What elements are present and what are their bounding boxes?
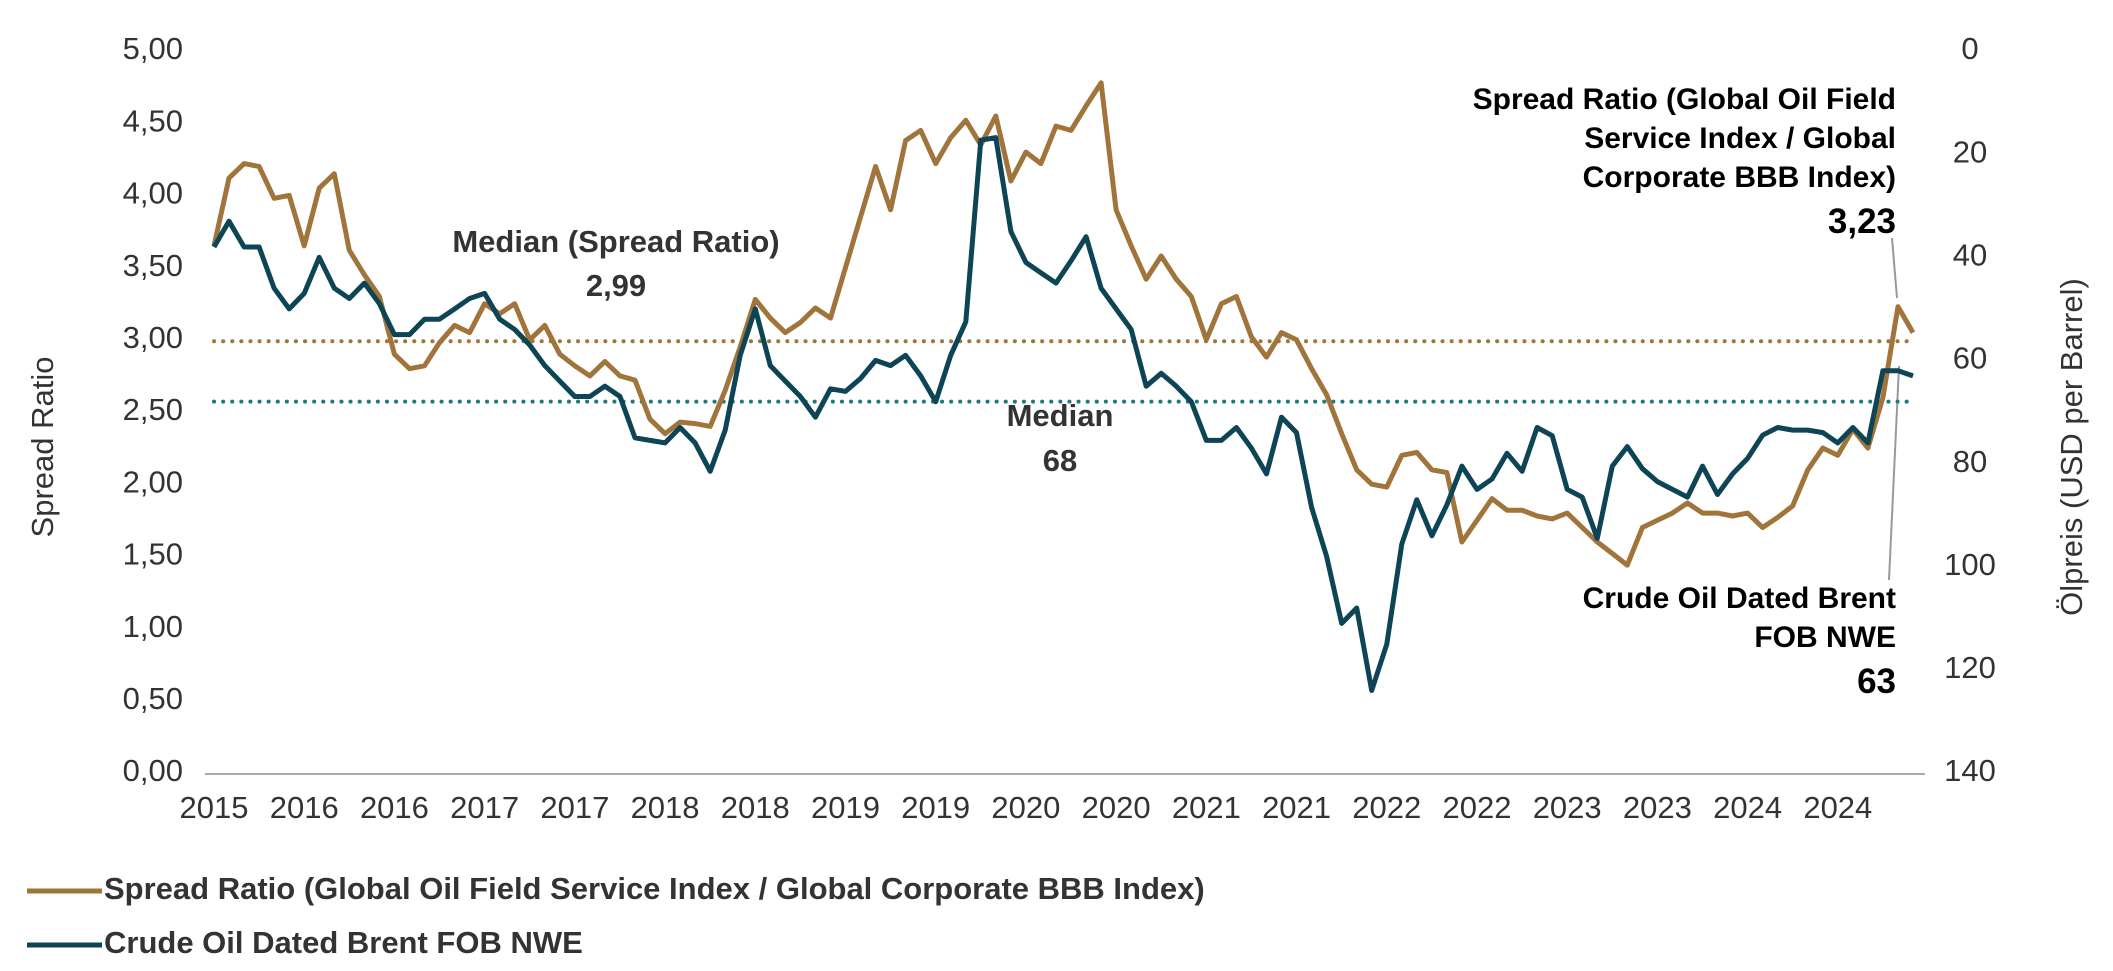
y-tick-label: 4,50: [123, 103, 183, 138]
x-tick-label: 2022: [1352, 790, 1421, 825]
y-tick-label: 0,00: [123, 753, 183, 788]
x-tick-label: 2017: [540, 790, 609, 825]
y-tick-label: 2,50: [123, 392, 183, 427]
legend-label: Spread Ratio (Global Oil Field Service I…: [104, 871, 1205, 906]
value-label: 63: [1857, 662, 1896, 701]
x-tick-label: 2015: [180, 790, 249, 825]
x-tick-label: 2024: [1713, 790, 1782, 825]
annotation-text: Spread Ratio (Global Oil Field Service I…: [1472, 83, 1896, 194]
x-tick-label: 2020: [991, 790, 1060, 825]
pointer: [1891, 237, 1898, 299]
x-tick-label: 2016: [360, 790, 429, 825]
series-line: [211, 135, 1914, 693]
y-tick-label: 0,50: [123, 681, 183, 716]
y2-tick-label: 40: [1953, 237, 1987, 272]
y-tick-label: 4,00: [123, 176, 183, 211]
x-tick-label: 2020: [1082, 790, 1151, 825]
x-tick-label: 2022: [1442, 790, 1511, 825]
x-tick-label: 2024: [1803, 790, 1872, 825]
median-label: 68: [1043, 443, 1077, 478]
series-annotation: Crude Oil Dated Brent FOB NWE 63: [1546, 579, 1896, 707]
y-tick-label: 1,50: [123, 537, 183, 572]
median-name: Median: [1007, 398, 1114, 433]
pointer: [1888, 365, 1900, 581]
x-tick-label: 2017: [450, 790, 519, 825]
median-name: Median (Spread Ratio): [452, 224, 779, 259]
y-tick-label: 3,50: [123, 248, 183, 283]
y2-axis-title: Ölpreis (USD per Barrel): [2054, 278, 2089, 616]
median-label: 2,99: [586, 268, 646, 303]
y2-tick-label: 120: [1944, 650, 1996, 685]
x-tick-label: 2018: [721, 790, 790, 825]
x-tick-label: 2023: [1533, 790, 1602, 825]
y-tick-label: 3,00: [123, 320, 183, 355]
legend-label: Crude Oil Dated Brent FOB NWE: [104, 925, 583, 960]
y2-tick-label: 140: [1944, 753, 1996, 788]
y-tick-label: 2,00: [123, 464, 183, 499]
x-tick-label: 2019: [901, 790, 970, 825]
y2-tick-label: 80: [1953, 444, 1987, 479]
y-axis-title: Spread Ratio: [25, 357, 60, 538]
y2-tick-label: 60: [1953, 341, 1987, 376]
x-tick-label: 2023: [1623, 790, 1692, 825]
y-tick-label: 5,00: [123, 31, 183, 66]
x-tick-label: 2021: [1172, 790, 1241, 825]
series-annotation: Spread Ratio (Global Oil Field Service I…: [1446, 80, 1896, 247]
y2-tick-label: 0: [1961, 31, 1978, 66]
y-tick-label: 1,00: [123, 609, 183, 644]
value-label: 3,23: [1827, 202, 1896, 241]
x-tick-label: 2018: [631, 790, 700, 825]
annotation-text: Crude Oil Dated Brent FOB NWE: [1582, 582, 1896, 654]
y2-tick-label: 20: [1953, 134, 1987, 169]
x-tick-label: 2019: [811, 790, 880, 825]
x-tick-label: 2021: [1262, 790, 1331, 825]
y2-tick-label: 100: [1944, 547, 1996, 582]
x-tick-label: 2016: [270, 790, 339, 825]
